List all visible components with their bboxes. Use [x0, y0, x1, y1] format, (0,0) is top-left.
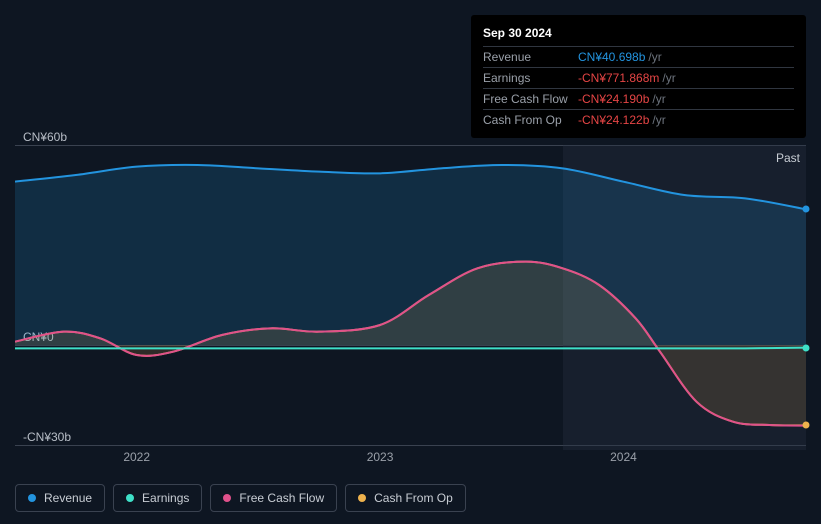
plot-svg — [15, 125, 806, 450]
x-axis-label: 2023 — [367, 450, 394, 464]
legend: Revenue Earnings Free Cash Flow Cash From O… — [15, 484, 466, 512]
legend-label: Earnings — [142, 491, 189, 505]
legend-dot-icon — [223, 494, 231, 502]
legend-dot-icon — [126, 494, 134, 502]
tooltip-row-label: Cash From Op — [483, 113, 578, 127]
legend-label: Revenue — [44, 491, 92, 505]
chart-area: Past CN¥60bCN¥0-CN¥30b — [15, 125, 806, 450]
series-line-earnings — [15, 348, 806, 349]
x-axis-label: 2022 — [123, 450, 150, 464]
tooltip-row-label: Earnings — [483, 71, 578, 85]
tooltip-date: Sep 30 2024 — [483, 23, 794, 46]
tooltip-row: Free Cash Flow-CN¥24.190b/yr — [483, 88, 794, 109]
legend-item-earnings[interactable]: Earnings — [113, 484, 202, 512]
tooltip-row: Cash From Op-CN¥24.122b/yr — [483, 109, 794, 130]
endpoint-dot-earnings — [803, 344, 810, 351]
legend-item-revenue[interactable]: Revenue — [15, 484, 105, 512]
legend-dot-icon — [28, 494, 36, 502]
legend-label: Free Cash Flow — [239, 491, 324, 505]
tooltip-row: RevenueCN¥40.698b/yr — [483, 46, 794, 67]
tooltip-row-value: -CN¥24.190b — [578, 92, 649, 106]
tooltip-row-value: -CN¥771.868m — [578, 71, 659, 85]
legend-item-free_cash_flow[interactable]: Free Cash Flow — [210, 484, 337, 512]
tooltip-row-suffix: /yr — [652, 113, 665, 127]
tooltip-row-label: Free Cash Flow — [483, 92, 578, 106]
tooltip-row: Earnings-CN¥771.868m/yr — [483, 67, 794, 88]
data-tooltip: Sep 30 2024 RevenueCN¥40.698b/yrEarnings… — [471, 15, 806, 138]
tooltip-row-suffix: /yr — [652, 92, 665, 106]
tooltip-row-suffix: /yr — [648, 50, 661, 64]
tooltip-row-value: -CN¥24.122b — [578, 113, 649, 127]
past-label: Past — [776, 151, 800, 165]
legend-item-cash_from_op[interactable]: Cash From Op — [345, 484, 466, 512]
x-axis-label: 2024 — [610, 450, 637, 464]
x-axis: 2022 2023 2024 — [15, 450, 806, 470]
legend-dot-icon — [358, 494, 366, 502]
tooltip-row-value: CN¥40.698b — [578, 50, 645, 64]
endpoint-dot-cash_from_op — [803, 422, 810, 429]
endpoint-dot-revenue — [803, 206, 810, 213]
tooltip-row-suffix: /yr — [662, 71, 675, 85]
legend-label: Cash From Op — [374, 491, 453, 505]
tooltip-row-label: Revenue — [483, 50, 578, 64]
